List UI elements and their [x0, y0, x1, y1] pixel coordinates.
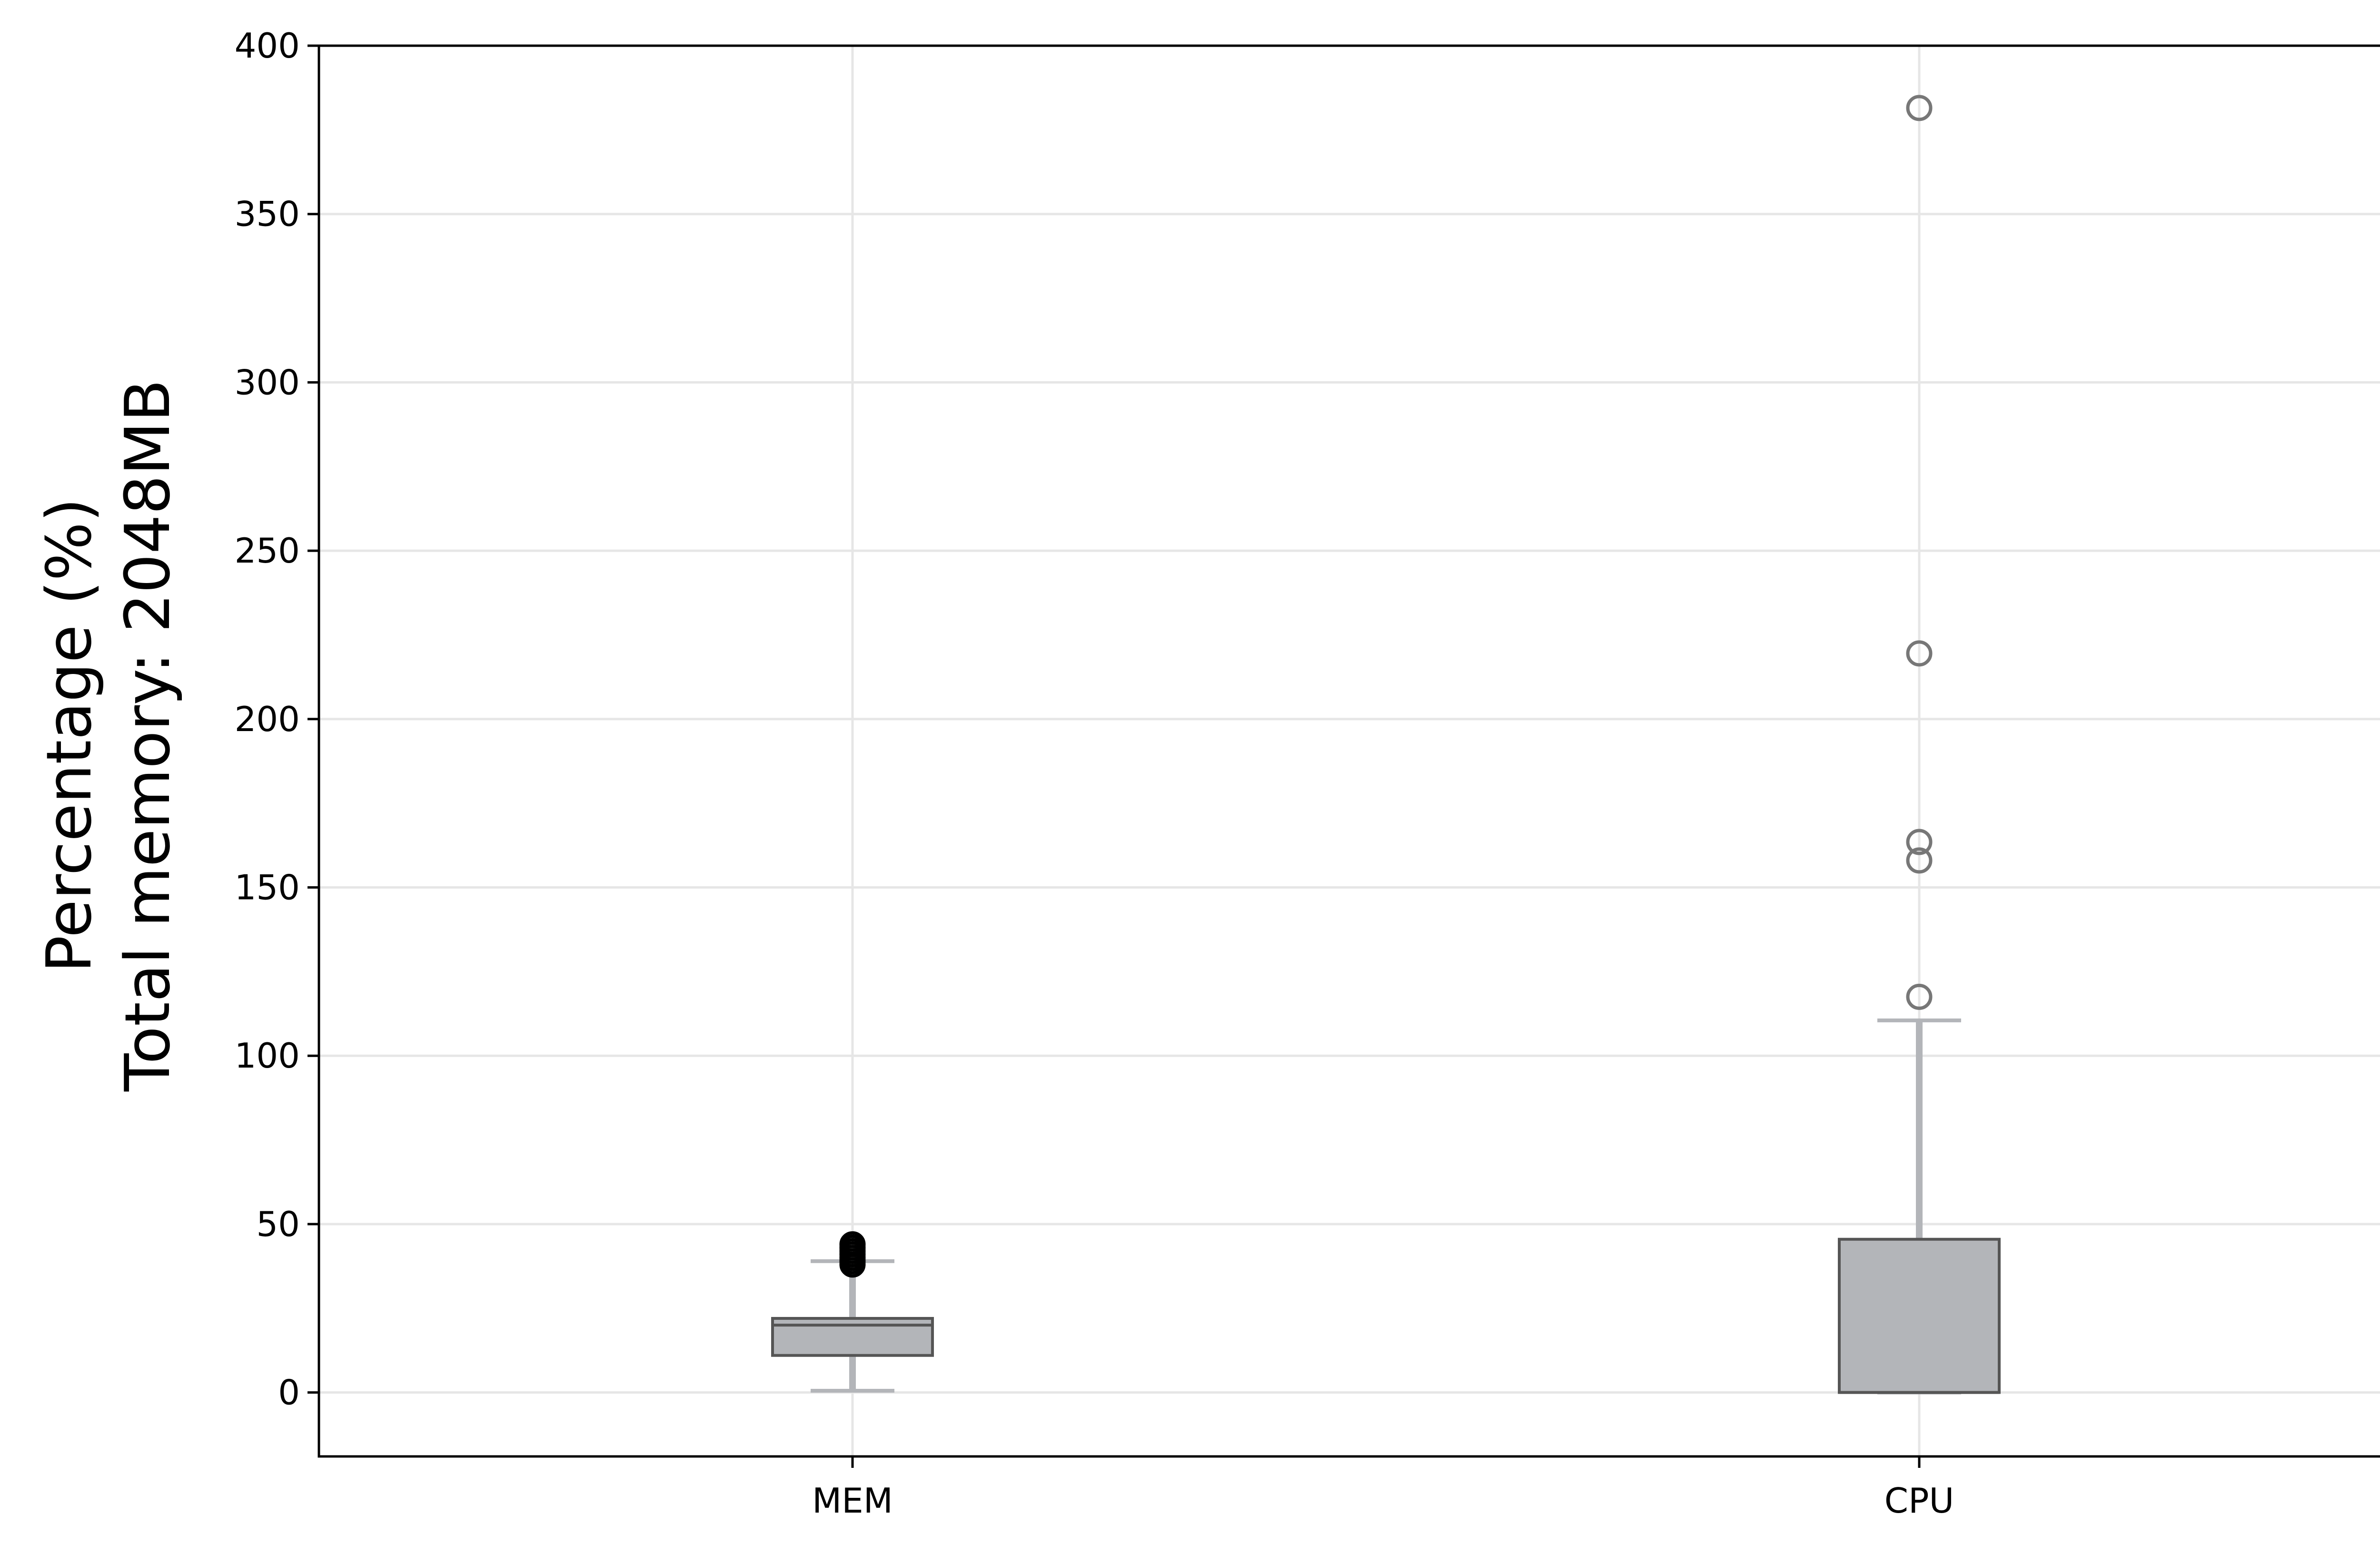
box-plot-series	[771, 95, 2001, 1395]
outlier-point	[839, 1231, 866, 1257]
grid-lines	[319, 44, 2380, 1456]
y-tick-label: 100	[235, 1036, 300, 1076]
y-axis-label-line-2: Total memory: 2048MB	[111, 379, 184, 1092]
y-tick-label: 350	[235, 194, 300, 234]
axes: 0 50 100 150 200 250 300 350 400 MEM CPU	[235, 26, 1954, 1521]
y-axis-label-line-1: Percentage (%)	[33, 498, 105, 973]
outlier-point	[1906, 829, 1933, 855]
plot-area-frame	[317, 44, 2380, 1458]
y-tick-label: 200	[235, 699, 300, 739]
outlier-point	[1906, 847, 1933, 874]
y-tick-label: 250	[235, 531, 300, 571]
box-mem	[771, 1231, 934, 1393]
outlier-point	[1906, 95, 1933, 121]
y-axis-label: Percentage (%) Total memory: 2048MB	[33, 379, 184, 1092]
y-tick-label: 150	[235, 867, 300, 907]
x-tick-label: MEM	[812, 1481, 893, 1521]
outlier-point	[1906, 983, 1933, 1010]
y-tick-label: 400	[235, 26, 300, 66]
y-tick-label: 300	[235, 362, 300, 402]
box-cpu	[1838, 95, 2001, 1395]
outlier-point	[1906, 640, 1933, 667]
x-tick-label: CPU	[1884, 1481, 1954, 1521]
box-iqr	[1838, 1237, 2001, 1394]
y-tick-label: 0	[278, 1373, 300, 1413]
y-tick-label: 50	[256, 1204, 300, 1244]
